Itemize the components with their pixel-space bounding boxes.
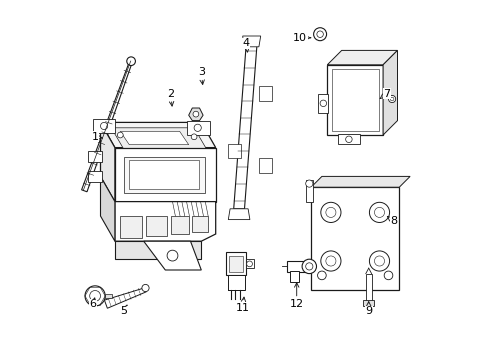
Circle shape	[126, 57, 135, 66]
Polygon shape	[233, 43, 257, 209]
Bar	[88, 171, 102, 182]
Text: 6: 6	[89, 298, 96, 309]
Circle shape	[246, 261, 252, 267]
Bar	[192, 216, 208, 232]
Bar	[258, 158, 271, 173]
Polygon shape	[382, 50, 397, 135]
Text: 7: 7	[379, 89, 389, 99]
Polygon shape	[101, 122, 115, 202]
Bar	[258, 86, 271, 101]
Circle shape	[316, 31, 323, 37]
Text: 3: 3	[197, 67, 204, 85]
Circle shape	[345, 136, 351, 143]
Bar	[226, 252, 246, 275]
Polygon shape	[115, 148, 215, 202]
Polygon shape	[188, 108, 203, 121]
Bar	[129, 160, 199, 189]
Circle shape	[387, 95, 395, 103]
Bar	[123, 157, 204, 193]
Text: 10: 10	[293, 33, 310, 43]
Circle shape	[317, 271, 325, 280]
Bar	[289, 271, 298, 282]
Polygon shape	[81, 61, 132, 192]
Polygon shape	[310, 176, 409, 187]
Circle shape	[194, 124, 201, 131]
Polygon shape	[101, 122, 215, 148]
Circle shape	[142, 284, 149, 292]
Circle shape	[374, 207, 384, 217]
Bar	[228, 256, 243, 272]
Circle shape	[389, 97, 393, 101]
Bar	[170, 216, 188, 234]
Bar	[326, 65, 382, 135]
Circle shape	[325, 207, 335, 217]
Text: 2: 2	[167, 89, 174, 106]
Polygon shape	[115, 202, 215, 241]
Polygon shape	[326, 50, 397, 65]
Bar	[331, 69, 378, 131]
Bar	[105, 294, 111, 298]
Circle shape	[368, 202, 389, 222]
Bar	[93, 119, 115, 133]
Bar	[88, 151, 102, 162]
Bar	[245, 259, 253, 268]
Bar	[145, 216, 167, 236]
Polygon shape	[115, 241, 201, 259]
Polygon shape	[242, 36, 260, 47]
Circle shape	[305, 180, 312, 187]
Bar	[318, 94, 328, 113]
Circle shape	[117, 132, 123, 138]
Circle shape	[384, 271, 392, 280]
Circle shape	[325, 256, 335, 266]
Circle shape	[191, 134, 197, 140]
Bar	[337, 134, 359, 144]
Text: 12: 12	[289, 283, 303, 309]
Circle shape	[320, 100, 326, 107]
Polygon shape	[228, 209, 249, 220]
Circle shape	[305, 263, 312, 270]
Polygon shape	[111, 128, 206, 149]
Polygon shape	[120, 131, 188, 145]
Bar	[310, 187, 399, 290]
Text: 5: 5	[120, 305, 127, 316]
Text: 4: 4	[242, 38, 249, 52]
Text: 8: 8	[386, 216, 397, 226]
Bar	[365, 274, 371, 301]
Bar	[227, 275, 244, 290]
Polygon shape	[104, 288, 146, 308]
Circle shape	[167, 250, 178, 261]
Text: 11: 11	[235, 297, 249, 313]
Circle shape	[320, 251, 340, 271]
Bar	[363, 300, 373, 306]
Circle shape	[320, 202, 340, 222]
Circle shape	[313, 28, 326, 41]
Circle shape	[193, 111, 199, 117]
Circle shape	[85, 286, 105, 306]
Polygon shape	[101, 176, 115, 241]
Bar	[305, 180, 312, 202]
Circle shape	[374, 256, 384, 266]
Bar	[120, 216, 142, 238]
Circle shape	[89, 291, 101, 301]
Circle shape	[368, 251, 389, 271]
Text: 9: 9	[365, 302, 371, 316]
Circle shape	[302, 259, 316, 274]
Text: 1: 1	[91, 132, 102, 142]
Bar	[186, 121, 210, 135]
Bar	[286, 261, 306, 272]
Bar	[228, 144, 241, 158]
Polygon shape	[143, 241, 201, 270]
Circle shape	[101, 122, 107, 130]
